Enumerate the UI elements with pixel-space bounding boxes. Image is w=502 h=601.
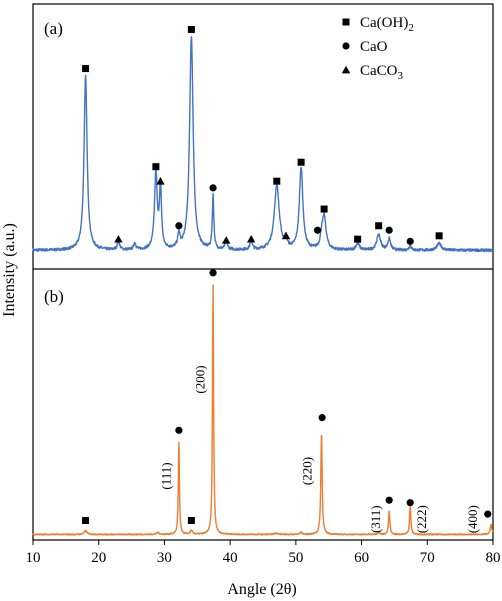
- square-legend-marker: [342, 18, 350, 26]
- square-marker: [297, 158, 305, 166]
- circle-marker: [385, 496, 393, 504]
- triangle-marker: [114, 234, 123, 243]
- circle-marker: [406, 237, 414, 245]
- square-marker: [435, 232, 443, 240]
- square-marker: [82, 516, 90, 524]
- square-marker: [152, 163, 160, 171]
- circle-legend-marker: [342, 42, 350, 50]
- y-axis-title: Intensity (a.u.): [1, 223, 18, 317]
- triangle-marker: [222, 236, 231, 244]
- circle-marker: [175, 426, 183, 434]
- square-marker: [273, 177, 281, 185]
- peak-label: (311): [368, 505, 383, 533]
- x-tick-label: 80: [486, 550, 501, 566]
- spectrum-line: [32, 36, 494, 253]
- peak-label: (220): [300, 457, 315, 485]
- triangle-marker: [156, 176, 165, 185]
- circle-marker: [318, 414, 326, 422]
- circle-marker: [313, 226, 322, 234]
- circle-marker: [209, 269, 217, 277]
- panel-b: (111) (200) (220) (311) (222) (400): [32, 269, 494, 536]
- square-marker: [187, 26, 195, 34]
- plot-border: [32, 3, 494, 541]
- legend-label: CaCO3: [360, 63, 404, 82]
- triangle-marker: [246, 234, 256, 243]
- x-tick-label: 20: [91, 550, 106, 566]
- square-marker: [187, 516, 195, 524]
- triangle-legend-marker: [341, 65, 351, 74]
- plot-frame: [32, 3, 494, 541]
- circle-marker: [406, 499, 414, 507]
- square-marker: [82, 65, 90, 73]
- legend-label: CaO: [360, 39, 388, 55]
- circle-marker: [175, 222, 183, 230]
- square-marker: [354, 235, 362, 243]
- x-tick-label: 60: [354, 550, 369, 566]
- x-tick-label: 40: [223, 550, 238, 566]
- panel-b-label: (b): [44, 287, 64, 306]
- x-axis: 10 20 30 40 50 60 70 80: [26, 540, 501, 566]
- x-tick-label: 70: [420, 550, 435, 566]
- panel-a-label: (a): [44, 19, 63, 38]
- peak-label: (222): [414, 505, 429, 533]
- x-axis-title: Angle (2θ): [227, 581, 296, 598]
- circle-marker: [385, 226, 393, 234]
- triangle-marker: [281, 231, 291, 240]
- spectrum-line: [32, 284, 494, 536]
- x-tick-label: 10: [26, 550, 41, 566]
- circle-marker: [209, 184, 217, 192]
- square-marker: [375, 222, 383, 230]
- peak-label: (111): [158, 462, 173, 489]
- peak-label: (400): [465, 505, 480, 533]
- square-marker: [320, 205, 328, 213]
- x-tick-label: 50: [288, 550, 303, 566]
- x-tick-label: 30: [157, 550, 172, 566]
- circle-marker: [484, 510, 492, 518]
- peak-label: (200): [193, 365, 208, 393]
- legend-label: Ca(OH)2: [360, 15, 414, 34]
- panel-a: [32, 26, 494, 253]
- legend: Ca(OH)2 CaO CaCO3: [341, 15, 414, 82]
